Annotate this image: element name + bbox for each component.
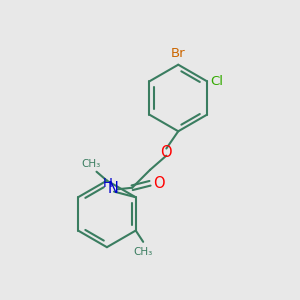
- Text: H: H: [103, 177, 113, 190]
- Text: CH₃: CH₃: [134, 247, 153, 257]
- Text: N: N: [108, 181, 119, 196]
- Text: O: O: [154, 176, 165, 191]
- Text: Br: Br: [171, 47, 185, 60]
- Text: O: O: [160, 145, 172, 160]
- Text: Cl: Cl: [211, 75, 224, 88]
- Text: CH₃: CH₃: [81, 159, 100, 169]
